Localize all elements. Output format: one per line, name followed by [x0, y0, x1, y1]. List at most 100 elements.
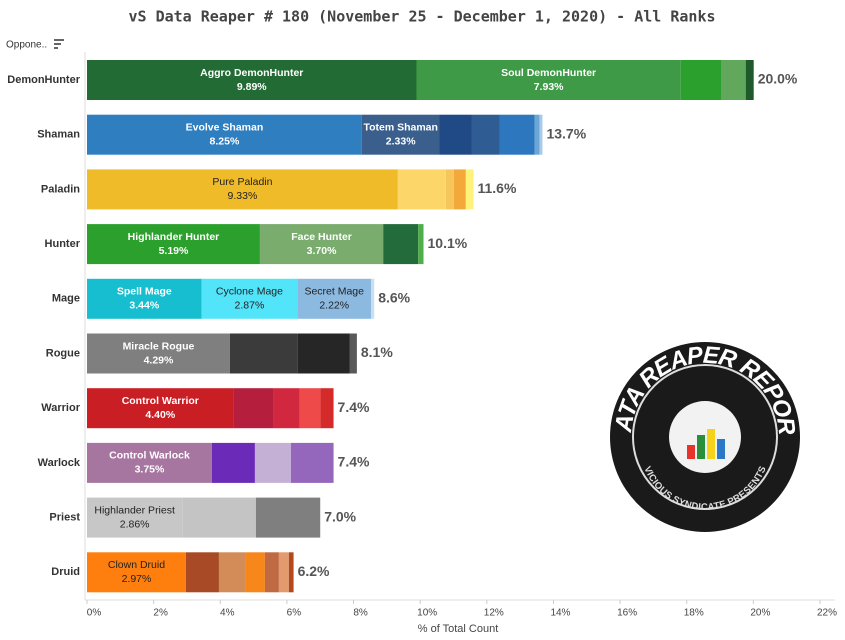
total-label: 8.1% [361, 344, 393, 360]
x-tick-label: 10% [417, 608, 437, 619]
segment-value-label: 3.70% [307, 245, 337, 257]
bar-segment [218, 552, 246, 593]
bar-segment [680, 60, 722, 100]
bar-segment [254, 442, 291, 483]
bar-segment [201, 278, 298, 319]
total-label: 7.0% [324, 508, 356, 524]
segment-value-label: 4.40% [145, 409, 175, 421]
bar-segment [245, 552, 265, 593]
sort-icon[interactable] [54, 39, 64, 49]
bar-segment [349, 333, 357, 374]
segment-label: Highlander Hunter [128, 231, 220, 243]
segment-value-label: 3.75% [135, 464, 165, 476]
x-tick-label: 18% [684, 608, 704, 619]
chart-title: vS Data Reaper # 180 (November 25 - Dece… [129, 8, 716, 26]
segment-value-label: 9.89% [237, 81, 267, 93]
bar-segment [233, 388, 274, 429]
bar-segment [397, 169, 446, 210]
segment-value-label: 8.25% [210, 135, 240, 147]
segment-value-label: 2.87% [235, 300, 265, 312]
category-label: Druid [51, 566, 80, 578]
bar-segment [259, 224, 384, 265]
bar-segment [255, 497, 321, 538]
segment-value-label: 2.86% [120, 518, 150, 530]
category-label: Warlock [38, 457, 81, 469]
category-label: Warrior [41, 402, 80, 414]
bar-segment [297, 278, 372, 319]
bar-segment [383, 224, 419, 265]
segment-label: Cyclone Mage [216, 286, 283, 298]
segment-label: Pure Paladin [212, 176, 272, 188]
bar-segment [87, 114, 362, 155]
bar-segment [87, 333, 230, 374]
x-tick-label: 2% [153, 608, 168, 619]
segment-label: Miracle Rogue [123, 340, 195, 352]
bar-segment [87, 169, 398, 210]
x-tick-label: 12% [484, 608, 504, 619]
bar-segment [87, 224, 260, 265]
bar-segment [87, 388, 234, 429]
filter-label[interactable]: Oppone.. [6, 40, 47, 51]
x-tick-label: 14% [550, 608, 570, 619]
total-label: 7.4% [338, 454, 370, 470]
x-tick-label: 4% [220, 608, 235, 619]
bar-segment [87, 278, 202, 319]
bar-segment [371, 278, 375, 319]
category-label: Priest [49, 512, 80, 524]
bar-segment [539, 114, 543, 155]
bar-segment [471, 114, 500, 155]
total-label: 13.7% [546, 125, 586, 141]
segment-label: Face Hunter [291, 231, 352, 243]
bar-segment [534, 114, 540, 155]
bar-segment [439, 114, 472, 155]
segment-value-label: 5.19% [159, 245, 189, 257]
logo-inner-ring [632, 364, 778, 510]
category-label: Shaman [37, 129, 80, 141]
bar-segment [297, 333, 350, 374]
bar-segment [361, 114, 440, 155]
bar-segment [87, 442, 212, 483]
bar-segment [445, 169, 454, 210]
x-tick-label: 0% [87, 608, 102, 619]
logo-bar [687, 445, 695, 459]
total-label: 11.6% [477, 180, 516, 196]
segment-value-label: 9.33% [228, 190, 258, 202]
bar-segment [721, 60, 746, 100]
segment-label: Clown Druid [108, 559, 165, 571]
logo-bar [717, 439, 725, 459]
x-tick-label: 22% [817, 608, 837, 619]
bar-segment [288, 552, 294, 593]
bar-segment [745, 60, 754, 100]
segment-label: Soul DemonHunter [501, 67, 596, 79]
segment-value-label: 7.93% [534, 81, 564, 93]
segment-label: Control Warlock [109, 450, 190, 462]
bar-segment [290, 442, 334, 483]
x-tick-label: 20% [750, 608, 770, 619]
category-label: Mage [52, 293, 80, 305]
bar-segment [418, 224, 424, 265]
segment-value-label: 3.44% [129, 300, 159, 312]
category-label: Rogue [46, 347, 80, 359]
total-label: 20.0% [758, 71, 798, 87]
x-tick-label: 16% [617, 608, 637, 619]
bar-segment [211, 442, 255, 483]
bar-segment [273, 388, 300, 429]
total-label: 6.2% [298, 563, 330, 579]
total-label: 8.6% [378, 290, 410, 306]
segment-label: Spell Mage [117, 286, 172, 298]
total-label: 7.4% [338, 399, 370, 415]
logo-bar [707, 429, 715, 459]
segment-label: Secret Mage [304, 286, 364, 298]
segment-label: Aggro DemonHunter [200, 67, 303, 79]
logo-bar [697, 435, 705, 459]
total-label: 10.1% [428, 235, 468, 251]
x-axis-label: % of Total Count [418, 623, 499, 635]
segment-label: Evolve Shaman [186, 121, 264, 133]
bar-segment [264, 552, 279, 593]
bar-segment [465, 169, 474, 210]
category-label: Paladin [41, 183, 80, 195]
bar-segment [229, 333, 298, 374]
bar-segment [320, 388, 334, 429]
category-label: Hunter [45, 238, 81, 250]
